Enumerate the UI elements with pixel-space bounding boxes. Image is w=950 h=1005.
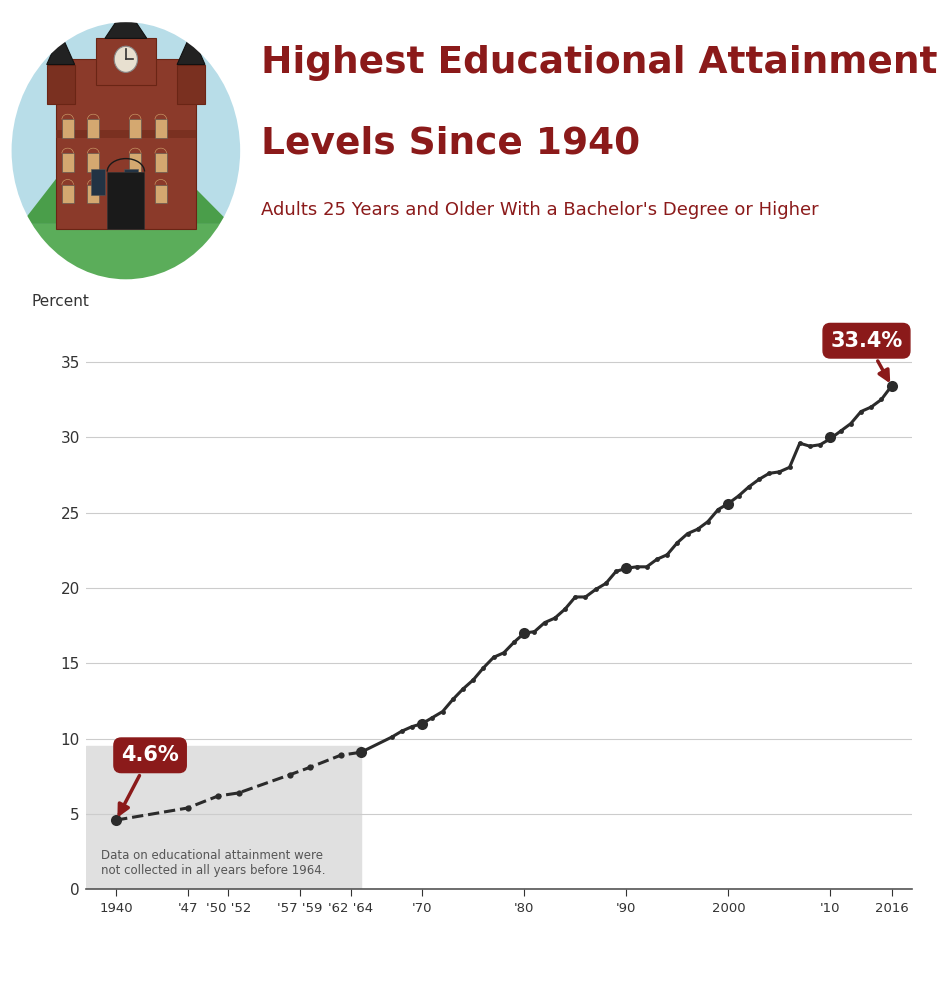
Bar <box>56 130 196 138</box>
Polygon shape <box>47 33 75 64</box>
Text: 33.4%: 33.4% <box>830 331 902 380</box>
Bar <box>87 120 99 138</box>
Text: Bureau: Bureau <box>67 992 113 1005</box>
Bar <box>177 64 205 104</box>
Circle shape <box>114 46 138 72</box>
Bar <box>155 185 166 203</box>
Text: United States™: United States™ <box>17 924 98 934</box>
Bar <box>155 154 166 172</box>
Polygon shape <box>21 164 114 224</box>
Circle shape <box>10 20 242 281</box>
Text: Adults 25 Years and Older With a Bachelor's Degree or Higher: Adults 25 Years and Older With a Bachelo… <box>261 201 819 219</box>
Bar <box>129 154 141 172</box>
Bar <box>56 59 196 229</box>
Polygon shape <box>138 177 231 224</box>
Text: Census: Census <box>13 946 119 971</box>
Bar <box>87 185 99 203</box>
Bar <box>62 154 73 172</box>
Bar <box>96 38 156 85</box>
Text: 4.6%: 4.6% <box>119 746 179 814</box>
Bar <box>124 169 138 195</box>
Text: Data on educational attainment were
not collected in all years before 1964.: Data on educational attainment were not … <box>101 849 325 877</box>
Polygon shape <box>104 7 147 38</box>
Text: Current Population Survey: Current Population Survey <box>792 946 939 956</box>
Polygon shape <box>177 33 205 64</box>
Text: Levels Since 1940: Levels Since 1940 <box>261 126 640 162</box>
Bar <box>155 120 166 138</box>
Text: www.census.gov/programs-surveys/cps.html: www.census.gov/programs-surveys/cps.html <box>705 967 939 977</box>
Bar <box>129 185 141 203</box>
Bar <box>87 154 99 172</box>
Bar <box>91 169 104 195</box>
Text: Economics and Statistics Administration: Economics and Statistics Administration <box>188 948 426 961</box>
Polygon shape <box>86 746 361 889</box>
Text: Highest Educational Attainment: Highest Educational Attainment <box>261 45 938 81</box>
Bar <box>129 120 141 138</box>
Bar <box>47 64 75 104</box>
Text: U.S. CENSUS BUREAU: U.S. CENSUS BUREAU <box>188 969 301 979</box>
Text: census.gov: census.gov <box>188 991 276 1005</box>
Text: www.census.gov/prod/www/decennial.html: www.census.gov/prod/www/decennial.html <box>714 988 939 998</box>
Bar <box>107 172 144 229</box>
Text: Source:  1940-2010 Censuses and: Source: 1940-2010 Censuses and <box>748 924 939 934</box>
Bar <box>62 120 73 138</box>
Polygon shape <box>10 224 242 281</box>
Bar <box>62 185 73 203</box>
Text: U.S. Department of Commerce: U.S. Department of Commerce <box>188 924 402 938</box>
Text: Percent: Percent <box>31 294 89 310</box>
